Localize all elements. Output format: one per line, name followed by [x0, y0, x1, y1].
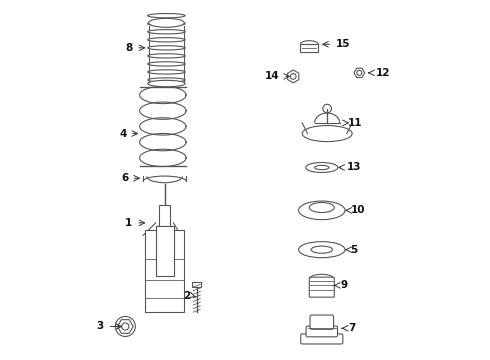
Polygon shape [118, 320, 133, 333]
Circle shape [122, 323, 129, 330]
Ellipse shape [147, 30, 185, 34]
Polygon shape [288, 70, 299, 83]
Ellipse shape [147, 14, 185, 18]
Ellipse shape [309, 203, 334, 212]
Text: 1: 1 [125, 218, 132, 228]
Circle shape [162, 234, 168, 240]
Ellipse shape [302, 126, 352, 141]
Ellipse shape [147, 78, 185, 82]
Text: 7: 7 [348, 323, 356, 333]
Ellipse shape [147, 46, 185, 50]
Ellipse shape [147, 80, 185, 87]
Bar [300, 44, 318, 52]
FancyBboxPatch shape [301, 334, 343, 344]
Bar [159, 205, 170, 226]
Text: 14: 14 [265, 71, 280, 81]
Circle shape [323, 104, 331, 113]
Ellipse shape [147, 22, 185, 26]
FancyBboxPatch shape [309, 277, 334, 297]
Text: 2: 2 [183, 291, 191, 301]
Bar [193, 282, 201, 287]
Polygon shape [354, 68, 365, 77]
Ellipse shape [147, 54, 185, 58]
Text: 10: 10 [350, 205, 365, 215]
Text: 4: 4 [119, 129, 126, 139]
Text: 11: 11 [348, 118, 363, 128]
Circle shape [291, 73, 296, 79]
Text: 12: 12 [375, 68, 390, 78]
Ellipse shape [298, 201, 345, 220]
Text: 5: 5 [350, 245, 358, 255]
Text: 6: 6 [121, 173, 128, 183]
Text: 13: 13 [347, 162, 361, 172]
Ellipse shape [148, 18, 184, 27]
Circle shape [357, 70, 362, 75]
Bar [156, 226, 173, 276]
Circle shape [162, 298, 168, 304]
Ellipse shape [298, 242, 345, 258]
Text: 8: 8 [125, 43, 132, 53]
FancyBboxPatch shape [306, 326, 338, 337]
Ellipse shape [147, 38, 185, 42]
Ellipse shape [147, 62, 185, 66]
Ellipse shape [306, 162, 338, 172]
Text: 9: 9 [341, 280, 348, 291]
Text: 15: 15 [336, 39, 350, 49]
Ellipse shape [147, 70, 185, 74]
FancyBboxPatch shape [310, 315, 334, 329]
Ellipse shape [311, 246, 333, 253]
Text: 3: 3 [97, 321, 104, 332]
Bar [145, 230, 184, 312]
Ellipse shape [315, 165, 329, 170]
